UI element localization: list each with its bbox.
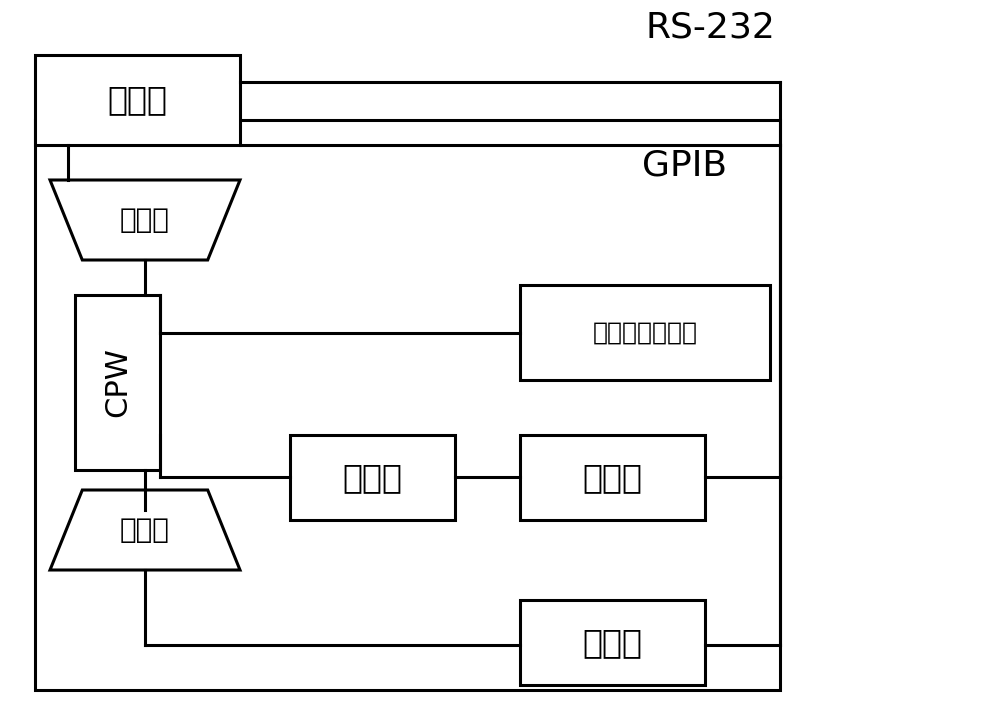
Text: 电磁铁: 电磁铁 bbox=[120, 206, 170, 234]
Bar bbox=[75, 295, 160, 470]
Text: 检波器: 检波器 bbox=[342, 461, 402, 494]
Bar bbox=[290, 435, 455, 520]
Text: RS-232: RS-232 bbox=[645, 11, 775, 45]
Text: 电压表: 电压表 bbox=[582, 461, 642, 494]
Text: 电磁铁: 电磁铁 bbox=[120, 516, 170, 544]
Bar bbox=[520, 285, 770, 380]
Text: 微波信号发生器: 微波信号发生器 bbox=[592, 321, 698, 345]
Text: 计算机: 计算机 bbox=[108, 84, 168, 116]
Text: 电流源: 电流源 bbox=[582, 626, 642, 659]
Polygon shape bbox=[50, 180, 240, 260]
Text: CPW: CPW bbox=[103, 348, 132, 417]
Bar bbox=[35, 120, 780, 690]
Bar bbox=[520, 600, 705, 685]
Bar bbox=[35, 55, 240, 145]
Text: GPIB: GPIB bbox=[642, 148, 728, 182]
Bar bbox=[520, 435, 705, 520]
Polygon shape bbox=[50, 490, 240, 570]
